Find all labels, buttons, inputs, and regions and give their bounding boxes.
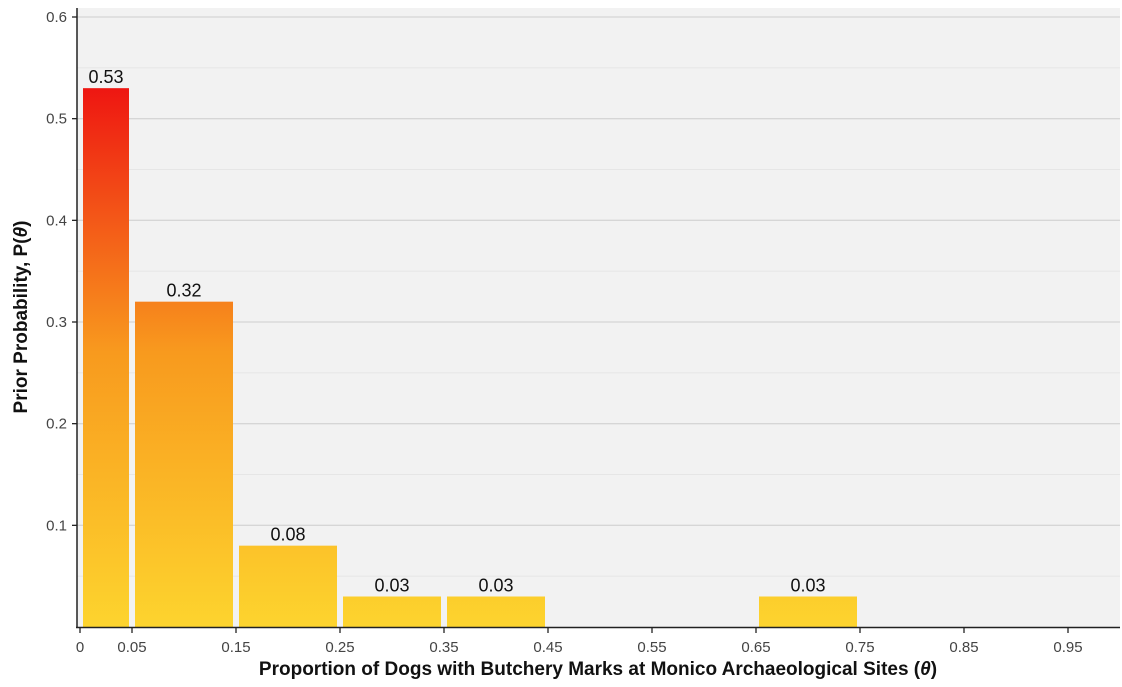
x-tick-label: 0.55 — [637, 639, 666, 656]
bar-6 — [759, 596, 857, 627]
bar-2 — [135, 301, 233, 627]
x-tick-label: 0 — [76, 639, 84, 656]
bar-value-label: 0.03 — [478, 576, 513, 596]
y-tick-label: 0.1 — [46, 517, 67, 534]
x-tick-label: 0.85 — [949, 639, 978, 656]
bar-value-labels: 0.53 0.32 0.08 0.03 0.03 0.03 — [88, 67, 825, 595]
y-tick-label: 0.6 — [46, 9, 67, 26]
x-tick-label: 0.05 — [117, 639, 146, 656]
x-tick-label: 0.65 — [741, 639, 770, 656]
x-axis-title-theta: θ — [920, 659, 931, 680]
y-tick-label: 0.4 — [46, 212, 67, 229]
x-tick-label: 0.95 — [1053, 639, 1082, 656]
major-gridlines — [77, 16, 1120, 526]
minor-gridlines — [77, 67, 1120, 577]
plot-panel — [77, 8, 1120, 627]
bar-value-label: 0.08 — [270, 525, 305, 545]
bars — [83, 88, 857, 627]
x-tick-label: 0.15 — [221, 639, 250, 656]
bar-value-label: 0.32 — [166, 281, 201, 301]
bar-3 — [239, 545, 337, 627]
x-tick-label: 0.75 — [845, 639, 874, 656]
bar-value-label: 0.03 — [790, 576, 825, 596]
bar-4 — [343, 596, 441, 627]
y-axis-title-theta: θ — [11, 226, 32, 237]
y-tick-label: 0.3 — [46, 314, 67, 331]
y-tick-label: 0.2 — [46, 416, 67, 433]
bar-1 — [83, 88, 129, 627]
bar-value-label: 0.03 — [374, 576, 409, 596]
x-axis-title: Proportion of Dogs with Butchery Marks a… — [259, 659, 937, 680]
x-tick-label: 0.25 — [325, 639, 354, 656]
x-tick-label: 0.45 — [533, 639, 562, 656]
bar-value-label: 0.53 — [88, 67, 123, 87]
x-axis-ticks: 0 0.05 0.15 0.25 0.35 0.45 0.55 0.65 0.75 0.85 0.9… — [76, 628, 1083, 656]
x-tick-label: 0.35 — [429, 639, 458, 656]
bar-5 — [447, 596, 545, 627]
y-axis-title: Prior Probability, P(θ) — [11, 221, 32, 414]
y-axis-ticks: 0.1 0.2 0.3 0.4 0.5 0.6 — [46, 9, 77, 534]
y-tick-label: 0.5 — [46, 111, 67, 128]
